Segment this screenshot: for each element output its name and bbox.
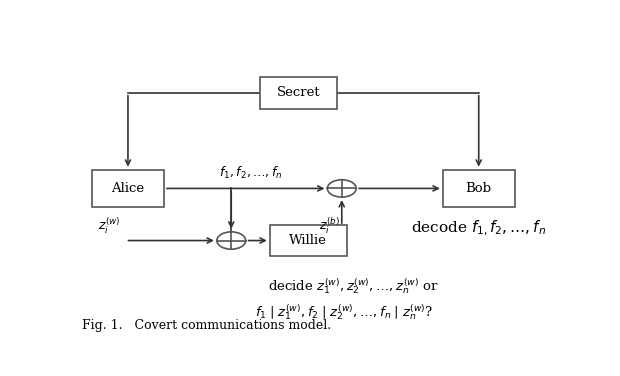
Text: $z_i^{(w)}$: $z_i^{(w)}$ [99,216,121,236]
Text: Willie: Willie [289,234,327,247]
FancyBboxPatch shape [270,224,347,256]
Text: Fig. 1.   Covert communications model.: Fig. 1. Covert communications model. [82,319,332,332]
Text: Bob: Bob [466,182,492,195]
Text: Secret: Secret [277,86,321,99]
Text: Alice: Alice [112,182,144,195]
FancyBboxPatch shape [443,170,515,207]
FancyBboxPatch shape [92,170,164,207]
Text: $f_1 \mid z_1^{(w)}, f_2 \mid z_2^{(w)}, \ldots, f_n \mid z_n^{(w)}$?: $f_1 \mid z_1^{(w)}, f_2 \mid z_2^{(w)},… [255,303,433,323]
Text: decide $z_1^{(w)}, z_2^{(w)}, \ldots, z_n^{(w)}$ or: decide $z_1^{(w)}, z_2^{(w)}, \ldots, z_… [268,277,439,296]
Text: $z_i^{(b)}$: $z_i^{(b)}$ [319,216,340,236]
FancyBboxPatch shape [260,77,337,109]
Text: $f_1, f_2, \ldots, f_n$: $f_1, f_2, \ldots, f_n$ [219,165,283,181]
Text: decode $f_{1,} f_2, \ldots, f_n$: decode $f_{1,} f_2, \ldots, f_n$ [411,219,546,238]
